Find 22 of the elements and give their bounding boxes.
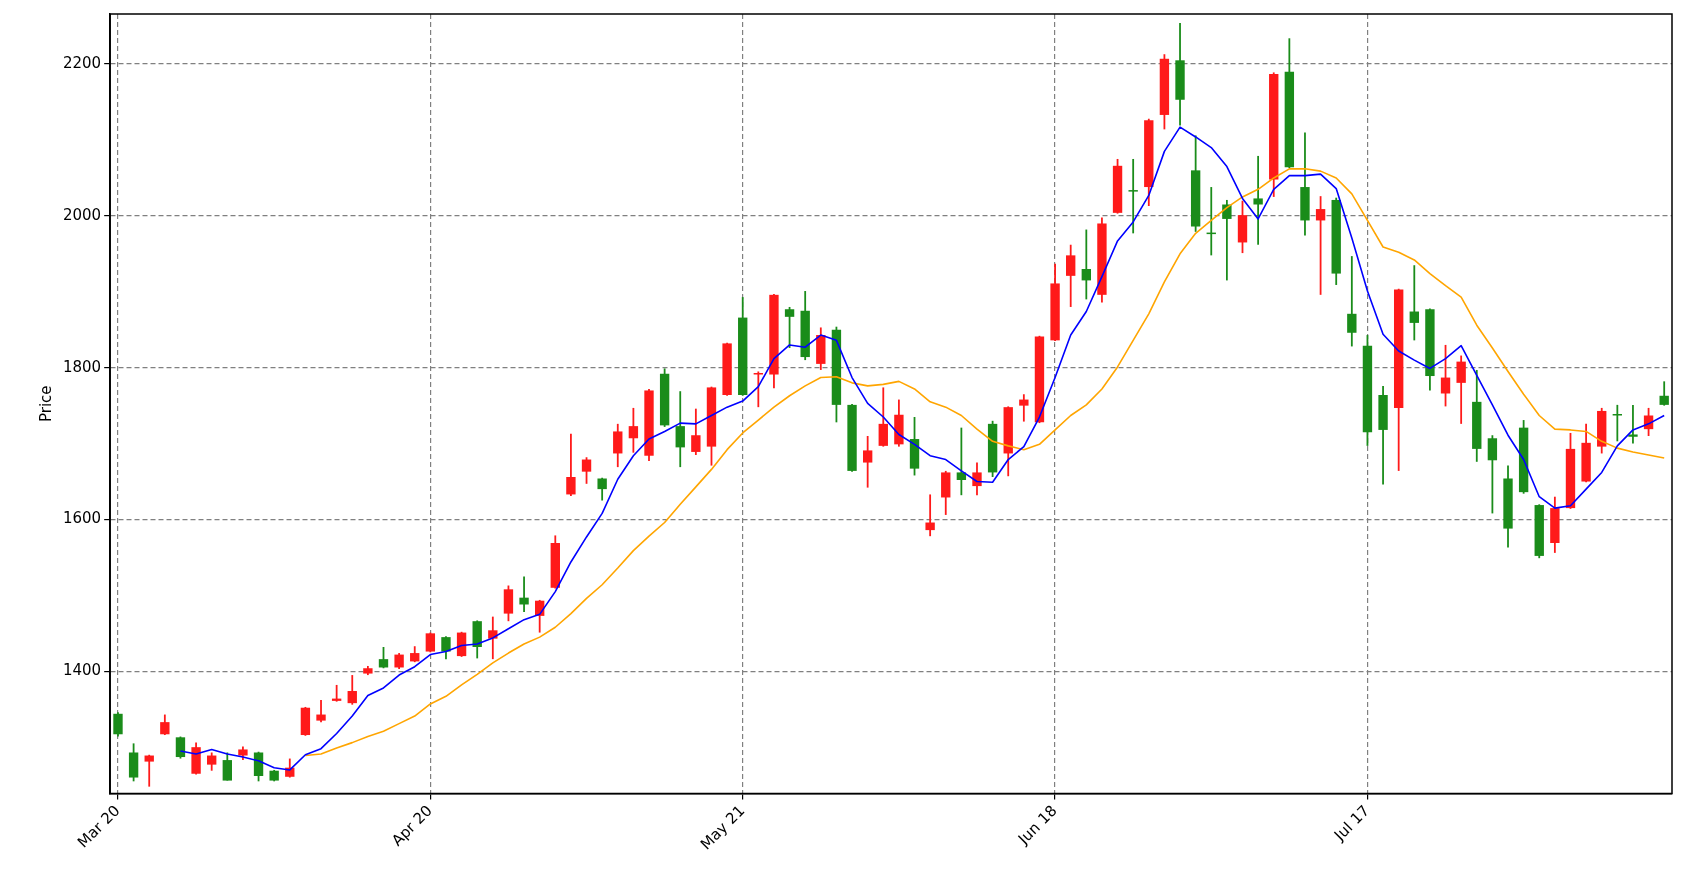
x-tick-label: Jun 18 [1013, 801, 1061, 849]
candlestick [1128, 158, 1138, 234]
y-tick-label: 2000 [62, 205, 102, 224]
candlestick [1612, 404, 1623, 442]
candlestick [956, 427, 967, 496]
candlestick [1081, 229, 1091, 300]
candlestick [925, 494, 935, 537]
candlestick [1409, 265, 1419, 341]
candlestick [1253, 155, 1263, 245]
y-tick-label: 1800 [62, 357, 102, 376]
x-tick-label: Apr 20 [387, 801, 436, 850]
candlestick [519, 576, 529, 613]
y-tick-label: 1600 [62, 509, 102, 528]
candlestick [753, 371, 764, 408]
y-tick-label: 1400 [62, 661, 102, 680]
candlestick [1019, 394, 1029, 422]
x-tick-label: Jul 17 [1329, 801, 1374, 845]
candlestick [1222, 199, 1232, 281]
candlestick [144, 754, 154, 787]
y-tick-label: 2200 [62, 53, 102, 72]
candlestick [1628, 404, 1638, 444]
y-axis-title: Price [36, 385, 55, 423]
